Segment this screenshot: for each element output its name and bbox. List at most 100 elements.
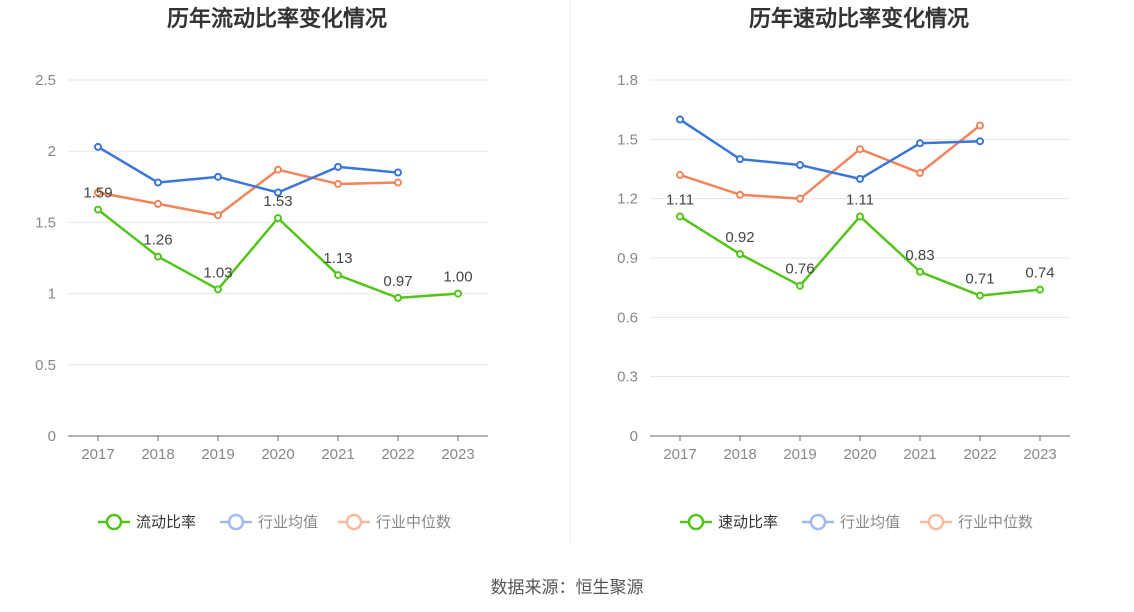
series-line bbox=[97, 168, 399, 217]
data-label: 1.11 bbox=[666, 191, 694, 208]
charts-canvas: 历年流动比率变化情况 0 0.5 1 1.5 2 2.5 2017 2018 2019 2020… bbox=[35, 0, 1070, 542]
y-tick-label: 0.6 bbox=[617, 309, 638, 326]
data-label: 1.26 bbox=[143, 232, 172, 249]
quick-ratio-chart: 历年速动比率变化情况 0 0.3 0.6 0.9 1.2 1.5 1.8 2017 2018 2… bbox=[617, 6, 1070, 531]
series-line bbox=[679, 118, 981, 181]
data-label: 0.76 bbox=[785, 261, 814, 278]
x-tick-label: 2019 bbox=[783, 446, 816, 463]
x-tick-label: 2017 bbox=[663, 446, 696, 463]
legend-label: 速动比率 bbox=[718, 514, 778, 531]
data-label: 0.83 bbox=[905, 247, 934, 264]
legend-label: 行业均值 bbox=[840, 514, 900, 531]
y-tick-label: 0.9 bbox=[617, 250, 638, 267]
y-tick-label: 0 bbox=[630, 428, 638, 445]
data-point bbox=[856, 145, 864, 154]
y-tick-label: 1 bbox=[48, 286, 56, 303]
x-tick-label: 2023 bbox=[441, 446, 474, 463]
legend-label: 行业中位数 bbox=[958, 514, 1033, 531]
x-tick-label: 2022 bbox=[381, 446, 414, 463]
legend-item[interactable]: 行业中位数 bbox=[338, 513, 451, 531]
x-tick-label: 2019 bbox=[201, 446, 234, 463]
data-point bbox=[676, 212, 684, 221]
series-line bbox=[679, 124, 981, 200]
data-point bbox=[736, 155, 744, 164]
data-point bbox=[1036, 285, 1044, 294]
legend: 流动比率 行业均值 行业中位数 bbox=[98, 513, 451, 531]
data-point bbox=[796, 161, 804, 170]
data-label: 0.97 bbox=[383, 273, 412, 290]
legend-marker-icon bbox=[809, 513, 827, 531]
data-point bbox=[736, 190, 744, 199]
x-tick-label: 2023 bbox=[1023, 446, 1056, 463]
legend-item[interactable]: 行业均值 bbox=[220, 513, 318, 531]
data-label: 1.00 bbox=[443, 269, 472, 286]
y-tick-label: 1.8 bbox=[617, 72, 638, 89]
y-tick-label: 2 bbox=[48, 143, 56, 160]
data-label: 0.74 bbox=[1025, 265, 1054, 282]
legend-item[interactable]: 行业均值 bbox=[802, 513, 900, 531]
data-point bbox=[94, 188, 102, 197]
data-point bbox=[154, 178, 162, 187]
legend-marker-icon bbox=[105, 513, 123, 531]
data-point bbox=[916, 168, 924, 177]
data-point bbox=[976, 291, 984, 300]
data-point bbox=[796, 281, 804, 290]
data-point bbox=[394, 178, 402, 187]
data-point bbox=[334, 271, 342, 280]
data-label: 1.11 bbox=[846, 191, 874, 208]
legend-label: 行业中位数 bbox=[376, 514, 451, 531]
x-tick-label: 2021 bbox=[903, 446, 936, 463]
data-point bbox=[334, 179, 342, 188]
legend-marker-icon bbox=[345, 513, 363, 531]
legend-item[interactable]: 流动比率 bbox=[98, 513, 196, 531]
data-point bbox=[394, 168, 402, 177]
y-tick-label: 1.5 bbox=[617, 131, 638, 148]
x-tick-label: 2022 bbox=[963, 446, 996, 463]
data-point bbox=[916, 267, 924, 276]
data-point bbox=[274, 188, 282, 197]
x-tick-label: 2020 bbox=[843, 446, 876, 463]
y-tick-label: 0.3 bbox=[617, 369, 638, 386]
y-tick-label: 1.5 bbox=[35, 214, 56, 231]
legend-marker-icon bbox=[687, 513, 705, 531]
data-point bbox=[856, 212, 864, 221]
x-tick-label: 2017 bbox=[81, 446, 114, 463]
x-tick-label: 2021 bbox=[321, 446, 354, 463]
data-point bbox=[676, 115, 684, 124]
legend-item[interactable]: 行业中位数 bbox=[920, 513, 1033, 531]
data-source-note: 数据来源：恒生聚源 bbox=[490, 578, 644, 597]
x-tick-label: 2018 bbox=[141, 446, 174, 463]
data-point bbox=[274, 214, 282, 223]
data-label: 0.92 bbox=[725, 229, 754, 246]
series-line bbox=[97, 145, 399, 194]
data-point bbox=[856, 174, 864, 183]
data-point bbox=[154, 252, 162, 261]
y-tick-label: 2.5 bbox=[35, 72, 56, 89]
y-tick-label: 1.2 bbox=[617, 191, 638, 208]
data-label: 0.71 bbox=[965, 271, 994, 288]
x-tick-label: 2020 bbox=[261, 446, 294, 463]
legend-label: 行业均值 bbox=[258, 514, 318, 531]
data-point bbox=[976, 121, 984, 130]
x-tick-label: 2018 bbox=[723, 446, 756, 463]
data-label: 1.53 bbox=[263, 193, 292, 210]
data-point bbox=[214, 172, 222, 181]
y-tick-label: 0 bbox=[48, 428, 56, 445]
data-point bbox=[796, 194, 804, 203]
data-point bbox=[736, 250, 744, 259]
legend-label: 流动比率 bbox=[136, 514, 196, 531]
legend: 速动比率 行业均值 行业中位数 bbox=[680, 513, 1033, 531]
data-label: 1.03 bbox=[203, 264, 232, 281]
data-point bbox=[916, 139, 924, 148]
data-point bbox=[154, 199, 162, 208]
legend-marker-icon bbox=[927, 513, 945, 531]
data-point bbox=[334, 162, 342, 171]
data-label: 1.13 bbox=[323, 250, 352, 267]
current-ratio-chart: 历年流动比率变化情况 0 0.5 1 1.5 2 2.5 2017 2018 2019 2020… bbox=[35, 6, 488, 531]
chart-title: 历年速动比率变化情况 bbox=[749, 6, 969, 31]
data-point bbox=[274, 165, 282, 174]
y-tick-label: 0.5 bbox=[35, 357, 56, 374]
data-point bbox=[214, 285, 222, 294]
legend-item[interactable]: 速动比率 bbox=[680, 513, 778, 531]
data-point bbox=[394, 293, 402, 302]
